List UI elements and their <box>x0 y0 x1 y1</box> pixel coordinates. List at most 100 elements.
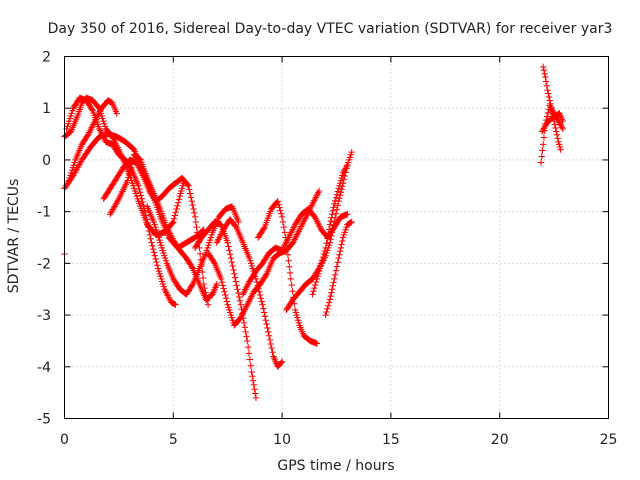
data-point <box>187 194 195 201</box>
data-point <box>136 156 144 163</box>
data-point <box>318 257 326 264</box>
data-point <box>140 201 147 209</box>
data-point <box>243 333 250 340</box>
data-point <box>164 292 172 299</box>
data-point <box>170 218 177 226</box>
data-point <box>247 295 254 302</box>
data-point <box>191 213 199 221</box>
data-point <box>145 223 152 231</box>
data-point <box>241 287 248 295</box>
data-point <box>330 222 337 229</box>
data-point <box>245 279 252 287</box>
data-point <box>546 97 553 104</box>
data-point <box>310 197 318 204</box>
data-point <box>319 253 327 261</box>
data-point <box>311 284 318 292</box>
data-point <box>247 362 254 369</box>
data-point <box>229 262 236 270</box>
data-point <box>311 281 319 289</box>
data-point <box>126 170 133 178</box>
data-point <box>191 209 198 217</box>
data-point <box>248 368 255 376</box>
data-point <box>547 104 555 111</box>
data-point <box>540 63 547 71</box>
data-point <box>214 237 221 245</box>
data-point <box>325 230 332 238</box>
y-tick-label: 1 <box>42 101 51 117</box>
data-point <box>348 218 355 226</box>
data-point <box>262 317 269 324</box>
data-point <box>235 218 242 226</box>
data-point <box>194 229 201 236</box>
data-point <box>278 213 286 221</box>
data-point <box>241 306 249 313</box>
data-point <box>145 227 153 235</box>
series-sat-i <box>204 187 323 329</box>
data-point <box>164 225 171 232</box>
x-tick-label: 25 <box>600 432 618 448</box>
data-point <box>169 219 176 227</box>
data-point <box>540 141 547 148</box>
data-point <box>553 128 560 135</box>
data-point <box>89 122 96 130</box>
series-sat-m <box>283 148 355 314</box>
data-point <box>291 236 298 243</box>
data-point <box>241 324 249 331</box>
data-point <box>234 286 241 293</box>
chart-title: Day 350 of 2016, Sidereal Day-to-day VTE… <box>48 21 613 37</box>
data-point <box>541 70 548 77</box>
data-point <box>332 267 340 274</box>
data-point <box>293 233 300 240</box>
data-point <box>95 109 103 117</box>
data-point <box>129 144 136 152</box>
data-point <box>299 220 306 227</box>
data-point <box>269 349 276 356</box>
data-point <box>173 205 180 213</box>
series-sat-r <box>538 110 567 135</box>
data-point <box>552 124 559 132</box>
data-point <box>537 159 545 166</box>
data-point <box>238 312 245 320</box>
data-point <box>254 282 261 289</box>
data-point <box>240 309 247 317</box>
data-point <box>542 73 549 81</box>
data-point <box>90 119 98 126</box>
data-point <box>313 216 320 224</box>
data-point <box>338 186 345 193</box>
data-point <box>309 291 316 298</box>
data-point <box>227 254 235 262</box>
data-point <box>216 234 223 242</box>
data-point <box>329 282 337 289</box>
data-point <box>248 293 255 300</box>
data-point <box>325 299 333 306</box>
data-point <box>135 155 143 162</box>
data-point <box>242 286 249 293</box>
data-point <box>331 275 338 283</box>
data-point <box>239 311 246 318</box>
data-point <box>219 282 227 289</box>
data-point <box>336 251 343 258</box>
data-point <box>545 90 552 97</box>
data-point <box>328 229 336 236</box>
data-point <box>232 278 240 285</box>
data-point <box>174 202 181 210</box>
data-point <box>240 307 248 315</box>
data-point <box>138 169 145 176</box>
data-point <box>239 291 247 298</box>
x-tick-label: 0 <box>60 432 69 448</box>
data-point <box>94 113 101 120</box>
data-point <box>325 302 332 309</box>
data-point <box>166 230 174 237</box>
data-point <box>154 262 161 269</box>
data-point <box>309 200 316 208</box>
data-point <box>171 301 178 308</box>
data-point <box>266 336 274 344</box>
data-point <box>323 239 330 247</box>
data-point <box>327 292 334 300</box>
y-tick-label: 2 <box>42 50 51 66</box>
data-point <box>327 236 334 243</box>
series-sat-l <box>254 198 321 347</box>
data-point <box>331 197 339 204</box>
data-point <box>323 308 330 316</box>
data-point <box>320 250 328 258</box>
